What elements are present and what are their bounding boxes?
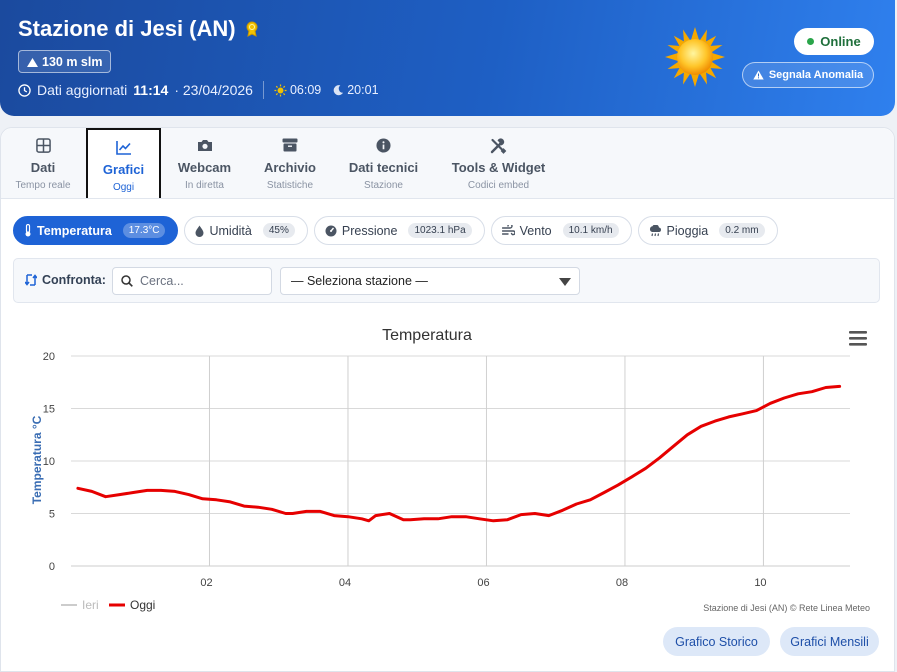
tab-dati[interactable]: Dati Tempo reale [1,128,85,199]
pill-umidita[interactable]: Umidità 45% [184,216,308,245]
history-chart-button[interactable]: Grafico Storico [663,627,770,656]
warning-icon [753,70,764,80]
thermometer-icon [25,224,31,237]
y-tick-label: 20 [43,351,55,363]
station-header: Stazione di Jesi (AN) 130 m slm Dati agg… [0,0,895,116]
search-icon [121,275,133,287]
chevron-down-icon [559,278,571,286]
droplet-icon [195,225,204,237]
tools-icon [490,138,507,154]
tab-archivio[interactable]: Archivio Statistiche [251,128,329,199]
chart-title: Temperatura [382,327,472,344]
wind-icon [501,225,515,236]
award-icon [246,21,258,37]
y-axis-label: Temperatura °C [30,415,44,504]
pill-pressione[interactable]: Pressione 1023.1 hPa [313,216,485,245]
y-tick-label: 0 [49,561,55,573]
update-info: Dati aggiornati 11:14 · 23/04/2026 06:09… [18,81,379,99]
legend-item-ieri[interactable]: Ieri [82,598,99,612]
legend-item-oggi[interactable]: Oggi [130,598,155,612]
x-tick-label: 02 [200,577,212,589]
sunrise: 06:09 [274,83,321,97]
rain-icon [649,224,661,236]
pill-temperatura[interactable]: Temperatura 17.3°C [13,216,179,245]
x-tick-label: 06 [477,577,489,589]
updated-time: 11:14 [133,82,169,98]
search-placeholder: Cerca... [140,274,184,288]
moon-icon [333,85,344,96]
report-anomaly-button[interactable]: Segnala Anomalia [742,62,874,88]
tab-tools-widget[interactable]: Tools & Widget Codici embed [446,128,551,199]
y-tick-label: 5 [49,509,55,521]
x-tick-label: 10 [754,577,766,589]
gauge-icon [325,225,337,236]
chart-line-icon [115,141,131,155]
pill-vento[interactable]: Vento 10.1 km/h [490,216,632,245]
station-select[interactable]: — Seleziona stazione — [280,267,580,295]
compare-label: Confronta: [25,273,106,287]
info-icon [376,138,391,153]
chart-credits: Stazione di Jesi (AN) © Rete Linea Meteo [703,603,870,613]
compare-arrows-icon [25,274,37,286]
divider [262,81,264,99]
sun-weather-icon [665,27,725,87]
sunset: 20:01 [333,83,379,97]
main-card: Dati Tempo reale Grafici Oggi Webcam In … [0,127,895,672]
y-tick-label: 15 [43,404,55,416]
tab-bar: Dati Tempo reale Grafici Oggi Webcam In … [1,128,894,199]
clock-icon [18,83,31,97]
status-dot [807,38,815,45]
tab-webcam[interactable]: Webcam In diretta [167,128,242,199]
updated-label: Dati aggiornati [37,82,128,98]
updated-date: · 23/04/2026 [174,82,253,98]
archive-icon [282,138,298,152]
station-title: Stazione di Jesi (AN) [18,16,260,42]
compare-bar: Confronta: Cerca... — Seleziona stazione… [13,258,880,303]
camera-icon [197,140,212,151]
x-tick-label: 08 [616,577,628,589]
series-line-oggi [76,384,842,523]
altitude-value: 130 m slm [42,54,103,69]
tab-grafici[interactable]: Grafici Oggi [86,128,161,198]
x-tick-label: 04 [339,577,351,589]
monthly-charts-button[interactable]: Grafici Mensili [780,627,879,656]
pill-pioggia[interactable]: Pioggia 0.2 mm [637,216,778,245]
status-badge: Online [794,28,874,55]
sun-small-icon [274,83,287,97]
mountain-icon [27,57,38,67]
tab-dati-tecnici[interactable]: Dati tecnici Stazione [341,128,426,199]
hamburger-menu-icon[interactable] [849,331,867,346]
altitude-badge: 130 m slm [18,50,112,73]
station-name: Stazione di Jesi (AN) [18,16,236,41]
y-tick-label: 10 [43,456,55,468]
grid-icon [35,138,51,153]
station-search-input[interactable]: Cerca... [112,267,272,295]
variable-pills: Temperatura 17.3°C Umidità 45% Pressione… [13,216,778,245]
temperature-chart: Temperatura 0 5 10 15 20 02 04 06 08 10 Temperat… [30,327,870,613]
